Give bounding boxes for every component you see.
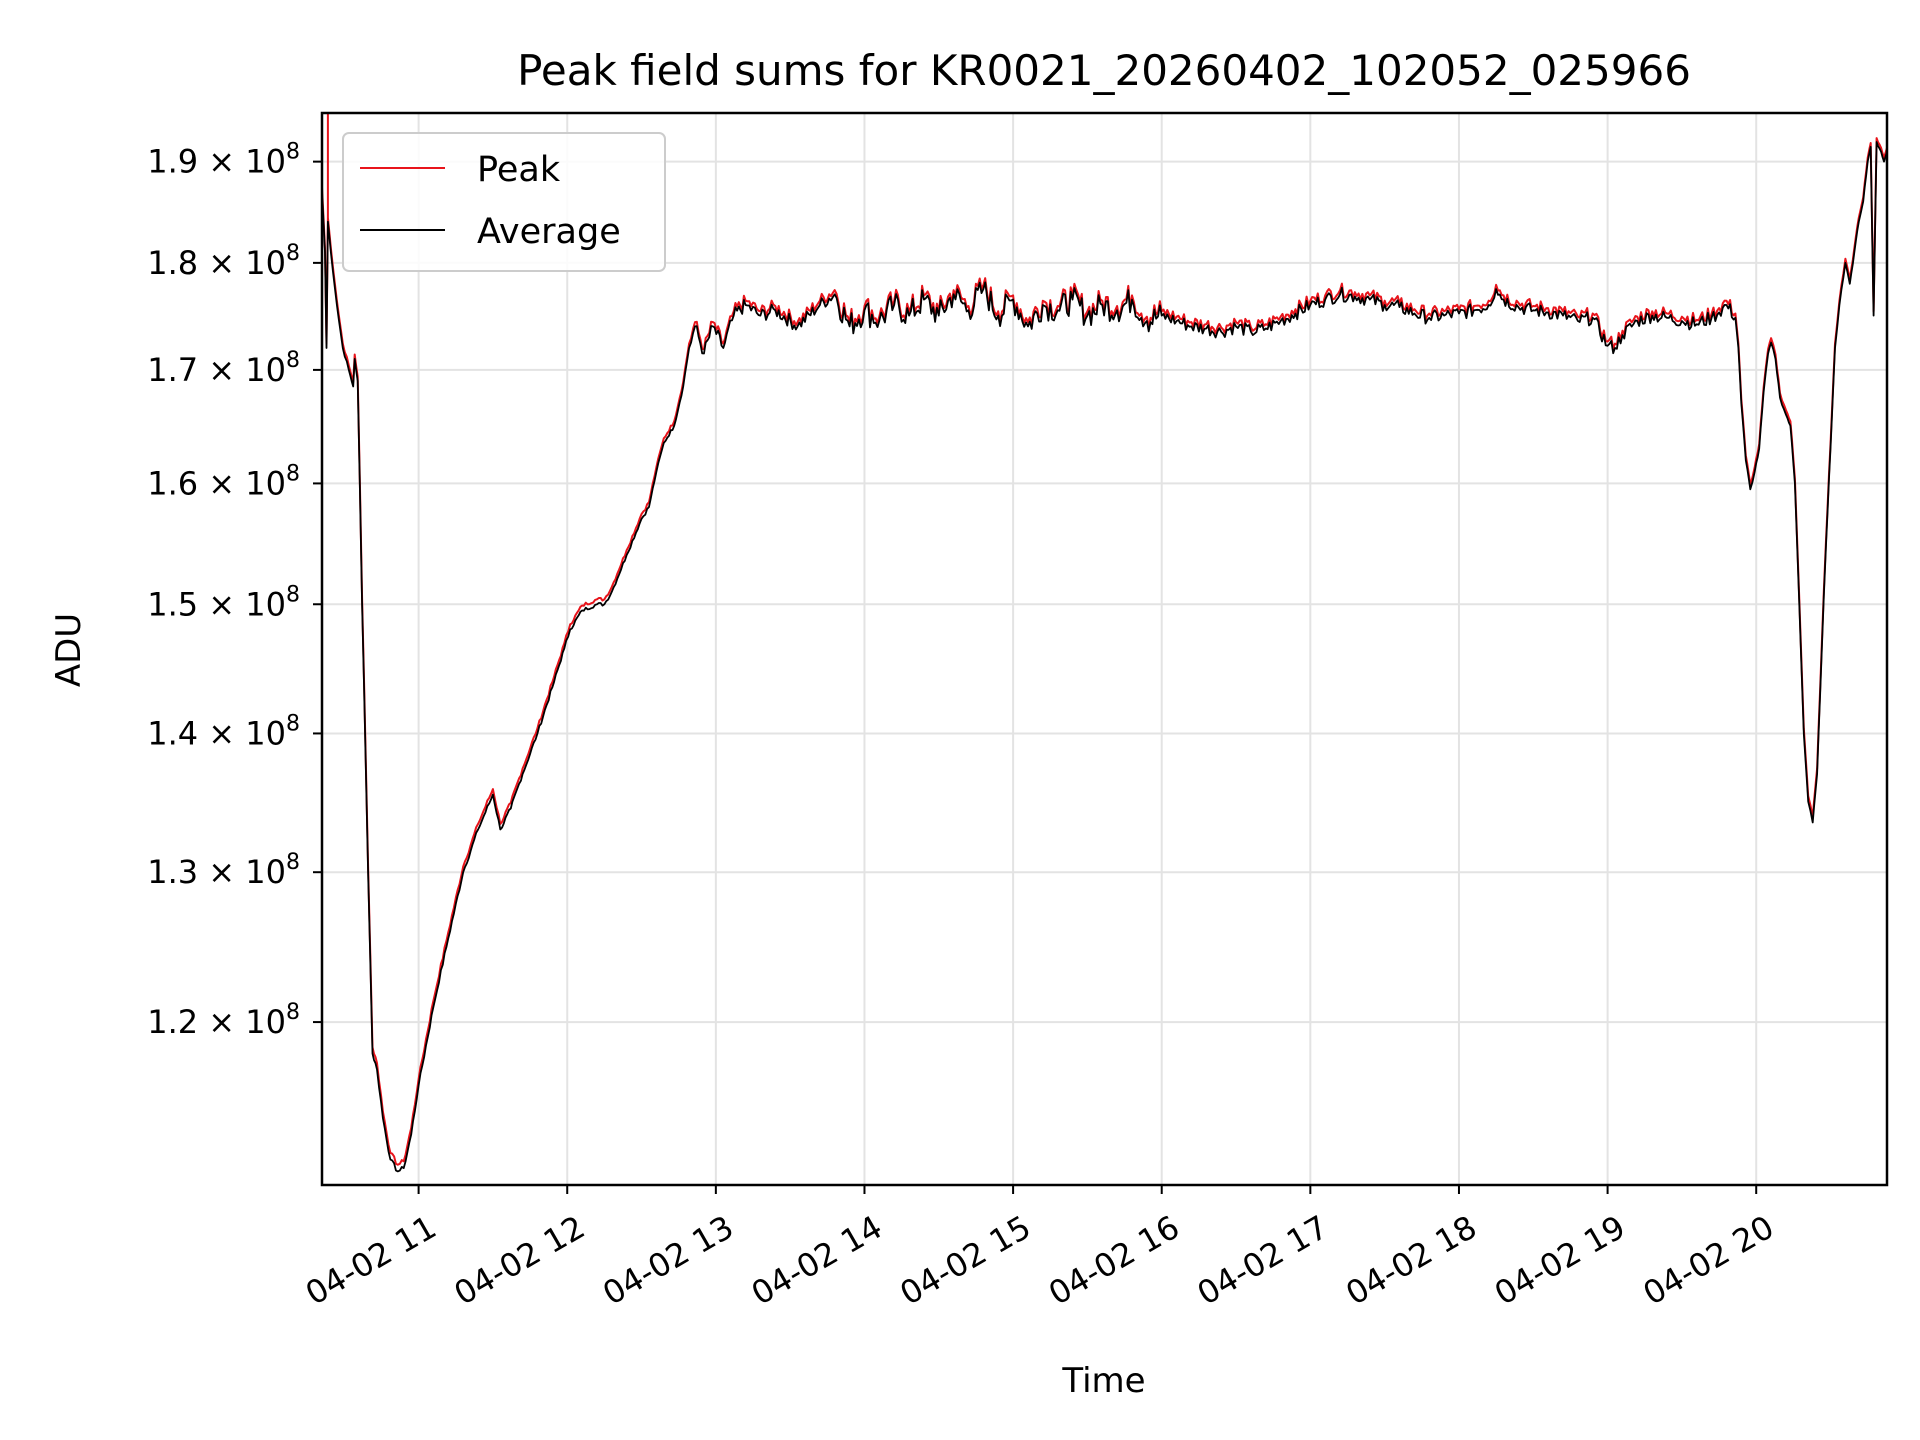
y-tick-label: 1.6 × 108 <box>147 461 300 502</box>
average-series-line <box>321 141 1888 1173</box>
y-tick-label: 1.3 × 108 <box>147 850 300 891</box>
y-axis-label: ADU <box>49 613 89 687</box>
legend-label-peak: Peak <box>477 150 561 190</box>
y-tick-label: 1.4 × 108 <box>147 711 300 752</box>
plot-frame <box>320 111 1889 1187</box>
legend: Peak Average <box>342 132 666 272</box>
plot-layer <box>321 113 1888 1173</box>
y-tick-label: 1.9 × 108 <box>147 140 300 181</box>
y-tick-label: 1.5 × 108 <box>147 582 300 623</box>
y-tick-label: 1.8 × 108 <box>147 241 300 282</box>
x-axis-label: Time <box>1061 1361 1145 1401</box>
y-tick-label: 1.2 × 108 <box>147 1000 300 1041</box>
legend-label-average: Average <box>477 212 621 252</box>
chart-title: Peak field sums for KR0021_20260402_1020… <box>517 46 1691 95</box>
y-axis-ticks: 1.2 × 108 1.3 × 108 1.4 × 108 1.5 × 108 1.6 … <box>147 140 322 1041</box>
y-tick-label: 1.7 × 108 <box>147 348 300 389</box>
